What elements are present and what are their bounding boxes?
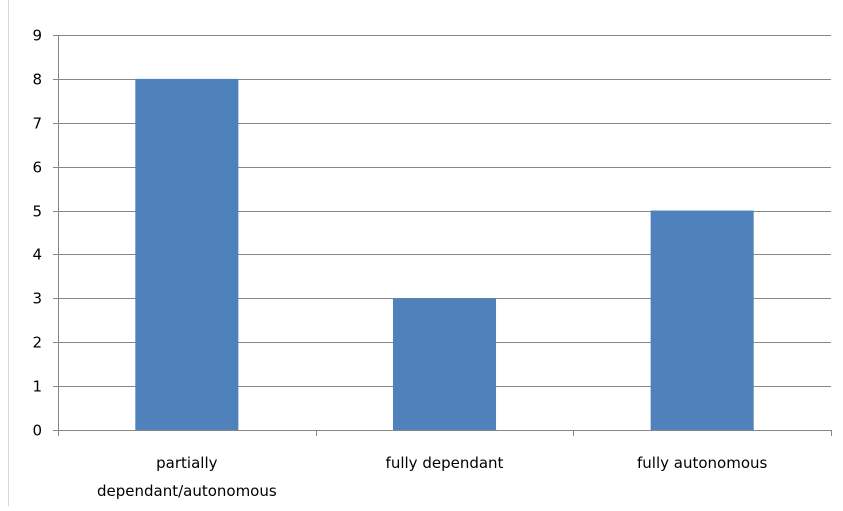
y-tick-label: 8: [32, 71, 42, 89]
bar-2: [392, 298, 497, 430]
bars: [135, 78, 754, 430]
x-tick-label: partially: [156, 454, 217, 472]
bar-1: [135, 78, 239, 430]
y-tick-label: 9: [32, 27, 42, 45]
y-tick-label: 0: [32, 422, 42, 440]
x-tick-label: dependant/autonomous: [97, 482, 277, 500]
y-tick-label: 4: [32, 246, 42, 264]
y-tick-label: 6: [32, 159, 42, 177]
bar-3: [650, 210, 754, 430]
y-tick-label: 1: [32, 378, 42, 396]
y-tick-labels: 0 1 2 3 4 5 6 7 8 9: [32, 27, 42, 440]
y-tick-label: 7: [32, 115, 42, 133]
axes: [53, 35, 832, 436]
y-tick-label: 2: [32, 334, 42, 352]
x-tick-labels: partially dependant/autonomous fully depen…: [97, 454, 768, 500]
y-tick-label: 5: [32, 203, 42, 221]
chart-left-border: [8, 0, 9, 506]
y-tick-label: 3: [32, 290, 42, 308]
x-tick-label: fully autonomous: [637, 454, 768, 472]
x-tick-label: fully dependant: [386, 454, 504, 472]
